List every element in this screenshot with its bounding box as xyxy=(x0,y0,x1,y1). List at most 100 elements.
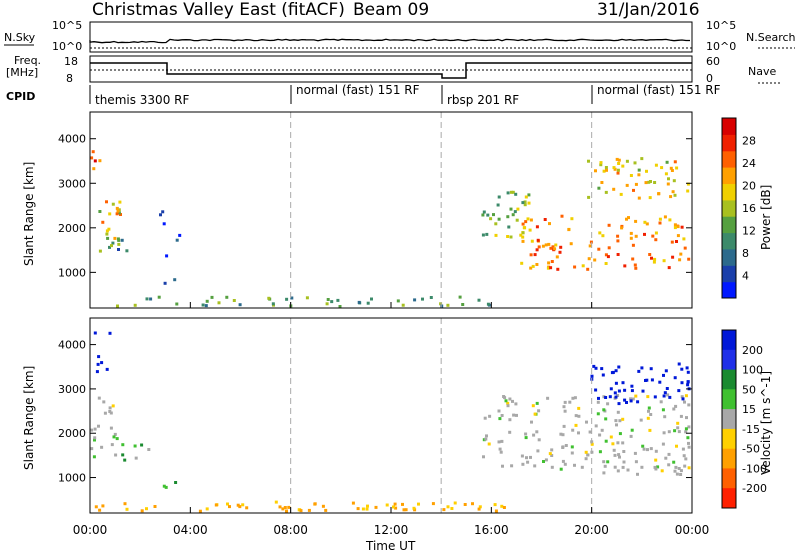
velocity-cell-5-141 xyxy=(682,454,686,458)
power-cell-6-4 xyxy=(511,190,515,194)
power-cell-7-83 xyxy=(682,237,686,241)
power-cell-0-8 xyxy=(91,150,95,154)
power-cell-8-59 xyxy=(616,168,620,172)
power-cell-8-44 xyxy=(594,169,597,173)
velocity-cell-5-79 xyxy=(687,466,691,470)
power-cell-7-4 xyxy=(535,225,539,229)
power-colorbar-swatch-4 xyxy=(722,216,736,234)
power-cell-7-85 xyxy=(607,223,611,227)
velocity-cell-1-31 xyxy=(109,411,113,415)
velocity-cell-5-356 xyxy=(525,456,528,460)
velocity-cell-6-48 xyxy=(614,395,618,399)
power-cell-8-91 xyxy=(604,190,608,194)
velocity-cell-5-239 xyxy=(602,471,606,475)
velocity-cell-5-330 xyxy=(497,440,501,444)
velocity-cell-5-304 xyxy=(574,423,578,427)
nave-label: Nave xyxy=(748,65,776,78)
freq-tick-top: 18 xyxy=(64,55,78,68)
power-cell-5-75 xyxy=(458,295,462,299)
velocity-cell-5-273 xyxy=(684,427,688,431)
velocity-cell-4-106 xyxy=(281,507,285,511)
velocity-cell-5-228 xyxy=(677,467,681,470)
velocity-cell-2-9 xyxy=(121,453,125,457)
velocity-cell-5-245 xyxy=(511,399,514,403)
velocity-cell-4-16 xyxy=(283,506,287,509)
power-cell-8-11 xyxy=(673,193,677,197)
velocity-cell-4-83 xyxy=(313,502,317,506)
velocity-cell-5-4 xyxy=(616,441,620,445)
power-cell-1-3 xyxy=(108,212,112,216)
time-axis-label: Time UT xyxy=(365,539,416,553)
power-cell-6-19 xyxy=(523,203,527,207)
power-cell-8-58 xyxy=(587,195,591,199)
velocity-cell-4-5 xyxy=(478,505,482,509)
power-cell-7-11 xyxy=(634,219,638,223)
power-cell-7-78 xyxy=(607,246,611,250)
velocity-cell-4-56 xyxy=(404,508,408,512)
velocity-cell-5-291 xyxy=(512,413,516,417)
velocity-cell-4-92 xyxy=(442,508,446,512)
velocity-colorbar-tick-1: 100 xyxy=(742,364,763,377)
power-colorbar-swatch-1 xyxy=(722,265,736,283)
power-cell-8-1 xyxy=(649,180,652,183)
power-cell-1-27 xyxy=(117,242,121,246)
velocity-cell-5-303 xyxy=(675,472,679,476)
velocity-cell-5-49 xyxy=(649,413,653,416)
velocity-cell-5-276 xyxy=(666,393,670,397)
velocity-colorbar-swatch-1 xyxy=(722,349,736,371)
velocity-cell-4-38 xyxy=(285,509,288,513)
power-cell-7-19 xyxy=(680,225,684,229)
power-cell-5-99 xyxy=(267,296,271,300)
velocity-cell-5-155 xyxy=(604,417,608,421)
power-colorbar-tick-6: 28 xyxy=(742,135,756,148)
velocity-cell-6-61 xyxy=(597,396,600,400)
velocity-cell-5-173 xyxy=(661,408,665,412)
velocity-cell-4-64 xyxy=(417,502,420,506)
velocity-cell-5-28 xyxy=(654,458,658,462)
velocity-cell-6-6 xyxy=(614,369,618,373)
power-colorbar-tick-4: 20 xyxy=(742,180,756,193)
power-cell-6-24 xyxy=(521,231,525,235)
velocity-colorbar-swatch-4 xyxy=(722,409,736,430)
velocity-cell-5-157 xyxy=(500,414,504,417)
power-cell-7-61 xyxy=(658,217,662,221)
power-cell-7-57 xyxy=(549,246,553,250)
power-cell-7-3 xyxy=(528,228,532,232)
velocity-cell-5-99 xyxy=(531,404,535,408)
power-cell-7-102 xyxy=(586,267,590,271)
power-cell-8-53 xyxy=(617,162,621,165)
velocity-cell-6-44 xyxy=(649,367,653,371)
power-cell-6-26 xyxy=(492,213,495,217)
power-cell-7-184 xyxy=(549,266,553,270)
velocity-cell-5-309 xyxy=(633,451,637,455)
velocity-cell-5-199 xyxy=(498,417,502,421)
time-axis: 00:00 04:00 08:00 12:00 16:00 20:00 00:00 xyxy=(73,302,709,537)
power-cell-7-151 xyxy=(573,265,577,269)
velocity-cell-5-152 xyxy=(609,435,613,439)
power-cell-8-15 xyxy=(670,169,674,172)
velocity-cell-5-191 xyxy=(571,428,575,432)
velocity-cell-5-208 xyxy=(508,418,512,422)
power-cell-5-51 xyxy=(326,298,330,301)
power-cell-8-65 xyxy=(666,182,670,186)
power-cell-8-28 xyxy=(634,182,638,186)
power-cell-6-21 xyxy=(481,213,485,217)
xtick-label-0: 00:00 xyxy=(73,523,108,537)
power-cell-7-50 xyxy=(616,234,620,238)
power-cell-6-0 xyxy=(506,215,510,219)
power-cell-7-68 xyxy=(629,231,633,235)
power-cell-5-81 xyxy=(370,297,373,301)
power-cell-7-154 xyxy=(598,231,602,235)
velocity-cell-6-77 xyxy=(623,388,627,392)
power-ytick-label-3: 4000 xyxy=(58,133,86,146)
velocity-cell-6-49 xyxy=(662,394,666,398)
velocity-cell-4-17 xyxy=(393,502,397,506)
power-cell-7-1 xyxy=(645,222,649,226)
power-cell-8-72 xyxy=(672,179,676,183)
velocity-cell-5-341 xyxy=(653,465,657,469)
power-cell-6-22 xyxy=(507,225,511,229)
power-cell-7-88 xyxy=(535,248,539,252)
velocity-cell-5-178 xyxy=(559,432,563,436)
velocity-cell-5-302 xyxy=(604,439,608,443)
nsearch-label: N.Search xyxy=(746,31,796,44)
